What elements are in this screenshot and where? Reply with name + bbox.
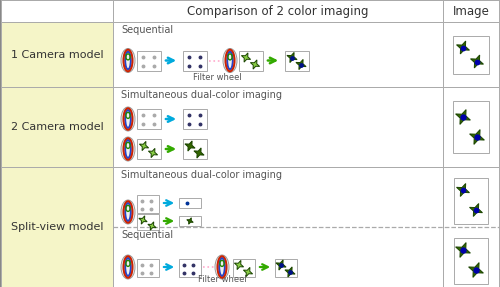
Text: Image: Image	[452, 5, 490, 18]
Text: Comparison of 2 color imaging: Comparison of 2 color imaging	[187, 5, 369, 18]
Bar	[137, 195, 159, 213]
Polygon shape	[139, 216, 147, 224]
Text: Split-view model: Split-view model	[11, 222, 104, 232]
Polygon shape	[456, 183, 469, 197]
Bar	[183, 51, 207, 71]
Polygon shape	[250, 60, 260, 69]
Ellipse shape	[121, 255, 135, 279]
Text: Simultaneous dual-color imaging: Simultaneous dual-color imaging	[121, 90, 282, 100]
Text: Filter wheel: Filter wheel	[192, 73, 242, 82]
Ellipse shape	[215, 255, 229, 279]
Ellipse shape	[223, 49, 237, 73]
Bar	[137, 259, 159, 277]
Bar	[453, 36, 489, 73]
Bar	[137, 139, 161, 159]
Text: 1 Camera model: 1 Camera model	[10, 49, 104, 59]
Bar	[179, 198, 201, 208]
Ellipse shape	[121, 49, 135, 73]
Bar	[1, 87, 113, 167]
Polygon shape	[234, 260, 244, 269]
Bar	[179, 216, 201, 226]
Ellipse shape	[121, 107, 135, 131]
Polygon shape	[468, 263, 483, 278]
Polygon shape	[187, 218, 193, 224]
Polygon shape	[470, 130, 484, 144]
Bar	[179, 259, 201, 277]
Bar	[183, 109, 207, 129]
Bar	[453, 101, 489, 153]
Bar	[137, 214, 159, 230]
Bar	[443, 22, 499, 87]
Bar	[233, 259, 255, 277]
Polygon shape	[296, 59, 306, 69]
Polygon shape	[148, 222, 156, 230]
Bar	[137, 51, 161, 71]
Polygon shape	[470, 55, 484, 68]
Bar	[113, 87, 443, 167]
Bar	[113, 22, 443, 87]
Ellipse shape	[121, 137, 135, 161]
Bar	[454, 178, 488, 224]
Polygon shape	[456, 243, 470, 257]
Polygon shape	[285, 267, 295, 277]
Bar	[285, 51, 309, 71]
Polygon shape	[470, 203, 482, 216]
Bar	[1, 167, 113, 287]
Bar	[443, 87, 499, 167]
Bar	[454, 238, 488, 284]
Text: Sequential: Sequential	[121, 25, 173, 35]
Polygon shape	[456, 41, 469, 54]
Text: Filter wheel: Filter wheel	[198, 275, 246, 284]
Text: 2 Camera model: 2 Camera model	[10, 122, 104, 132]
Bar	[275, 259, 297, 277]
Bar	[183, 139, 207, 159]
Bar	[1, 0, 113, 22]
Bar	[113, 167, 443, 287]
Ellipse shape	[121, 200, 135, 224]
Bar	[443, 167, 499, 287]
Polygon shape	[276, 260, 286, 270]
Text: Simultaneous dual-color imaging: Simultaneous dual-color imaging	[121, 170, 282, 180]
Bar	[443, 0, 499, 22]
Bar	[137, 109, 161, 129]
Bar	[239, 51, 263, 71]
Bar	[1, 22, 113, 87]
Bar	[113, 0, 443, 22]
Polygon shape	[287, 53, 297, 63]
Text: Sequential: Sequential	[121, 230, 173, 240]
Polygon shape	[242, 53, 250, 62]
Polygon shape	[456, 110, 470, 124]
Polygon shape	[185, 141, 195, 151]
Polygon shape	[244, 267, 252, 277]
Polygon shape	[194, 148, 204, 158]
Polygon shape	[148, 148, 158, 158]
Polygon shape	[140, 141, 148, 151]
